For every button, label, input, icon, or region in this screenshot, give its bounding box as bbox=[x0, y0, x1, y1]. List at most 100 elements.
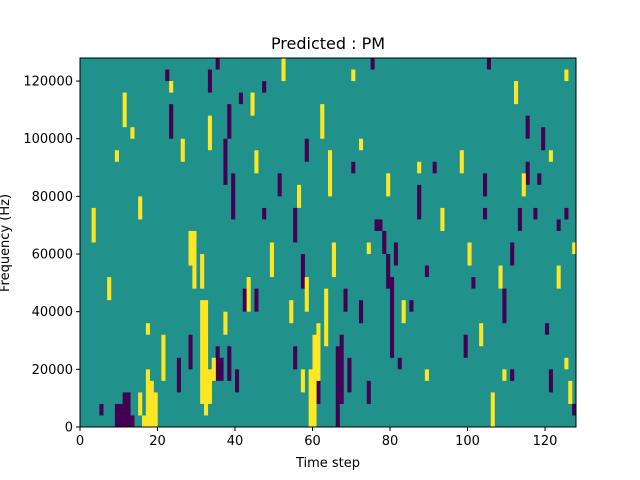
heatmap-cell-low bbox=[215, 58, 220, 70]
heatmap-cell-high bbox=[386, 173, 391, 197]
heatmap-cell-low bbox=[393, 242, 398, 266]
heatmap-cell-low bbox=[510, 242, 515, 266]
heatmap-cell-low bbox=[262, 207, 267, 220]
heatmap-cell-high bbox=[289, 300, 294, 324]
heatmap-cell-high bbox=[207, 115, 212, 151]
heatmap-cell-high bbox=[91, 207, 96, 243]
heatmap-cell-high bbox=[521, 173, 526, 197]
heatmap-cell-low bbox=[483, 207, 488, 220]
heatmap-cell-high bbox=[417, 161, 422, 174]
heatmap-cell-high bbox=[514, 81, 519, 105]
heatmap-cell-high bbox=[281, 58, 286, 82]
heatmap-cell-high bbox=[180, 138, 185, 162]
heatmap-cell-high bbox=[502, 369, 507, 381]
heatmap-cell-high bbox=[204, 300, 209, 416]
y-tick-label: 80000 bbox=[32, 190, 73, 205]
heatmap-cell-low bbox=[541, 127, 546, 151]
heatmap-cell-low bbox=[564, 207, 569, 220]
y-axis: 0 20000 40000 60000 80000 100000 120000 bbox=[23, 75, 80, 436]
heatmap-cell-low bbox=[335, 346, 340, 427]
x-axis: 0 20 40 60 80 100 120 bbox=[76, 427, 557, 449]
heatmap-cell-low bbox=[277, 173, 282, 197]
heatmap-cell-low bbox=[525, 161, 530, 185]
heatmap-background bbox=[80, 58, 576, 427]
y-tick-label: 40000 bbox=[32, 305, 73, 320]
heatmap-cell-low bbox=[207, 69, 212, 93]
y-axis-label: Frequency (Hz) bbox=[0, 194, 13, 292]
x-axis-label: Time step bbox=[295, 456, 360, 471]
heatmap-cell-low bbox=[118, 403, 123, 427]
x-tick-label: 40 bbox=[227, 434, 244, 449]
heatmap-cell-low bbox=[471, 277, 476, 289]
heatmap-cell-high bbox=[138, 196, 143, 220]
heatmap-cell-high bbox=[401, 300, 406, 324]
heatmap-cell-high bbox=[328, 150, 333, 197]
heatmap-cell-low bbox=[359, 300, 364, 324]
heatmap-cell-low bbox=[262, 81, 267, 93]
heatmap-cell-high bbox=[200, 254, 205, 289]
heatmap-cell-low bbox=[366, 380, 371, 404]
heatmap-cell-high bbox=[122, 92, 127, 128]
heatmap-cell-low bbox=[386, 254, 391, 289]
heatmap-cell-low bbox=[533, 207, 538, 220]
heatmap-cell-low bbox=[545, 323, 550, 335]
y-tick-label: 60000 bbox=[32, 248, 73, 263]
heatmap-cell-high bbox=[200, 300, 205, 404]
heatmap-cell-high bbox=[366, 242, 371, 255]
heatmap-cell-low bbox=[397, 357, 402, 370]
heatmap-cell-low bbox=[432, 161, 437, 174]
heatmap-cell-high bbox=[211, 357, 216, 381]
heatmap-cell-high bbox=[188, 230, 193, 266]
heatmap-cell-low bbox=[463, 334, 468, 358]
heatmap-cell-high bbox=[467, 242, 472, 266]
heatmap-cell-low bbox=[122, 392, 127, 427]
heatmap-cell-low bbox=[300, 254, 305, 289]
heatmap-cell-low bbox=[510, 369, 515, 381]
plot-frame bbox=[79, 57, 577, 428]
heatmap-cell-low bbox=[502, 288, 507, 324]
plot-area bbox=[79, 57, 577, 428]
heatmap-cell-low bbox=[293, 207, 298, 243]
heatmap-cell-low bbox=[114, 403, 119, 427]
heatmap-cell-high bbox=[192, 230, 197, 289]
x-tick-label: 60 bbox=[304, 434, 321, 449]
heatmap-cell-high bbox=[153, 392, 158, 427]
heatmap-cell-low bbox=[572, 403, 577, 416]
heatmap-cell-high bbox=[246, 277, 251, 312]
heatmap-cell-high bbox=[320, 104, 325, 139]
x-tick-label: 100 bbox=[455, 434, 480, 449]
heatmap-cell-high bbox=[331, 242, 336, 278]
heatmap-cell-high bbox=[297, 184, 302, 208]
heatmap-cell-low bbox=[227, 346, 232, 381]
heatmap-cell-high bbox=[564, 69, 569, 82]
heatmap-cell-high bbox=[207, 369, 212, 404]
heatmap-cell-low bbox=[537, 173, 542, 185]
heatmap-cell-low bbox=[517, 207, 522, 231]
heatmap-cell-low bbox=[424, 265, 429, 278]
heatmap-cell-high bbox=[548, 150, 553, 162]
heatmap-cell-low bbox=[556, 219, 561, 231]
heatmap-cell-low bbox=[215, 346, 220, 381]
heatmap-cell-high bbox=[130, 127, 135, 139]
heatmap-cell-low bbox=[227, 104, 232, 139]
heatmap-cell-low bbox=[351, 161, 356, 174]
heatmap-cell-low bbox=[409, 300, 414, 312]
heatmap-cell-high bbox=[424, 369, 429, 381]
x-tick-label: 80 bbox=[382, 434, 399, 449]
heatmap-cell-low bbox=[374, 219, 379, 231]
heatmap-cell-high bbox=[161, 334, 166, 381]
heatmap-cell-high bbox=[498, 265, 503, 289]
heatmap-cell-high bbox=[145, 323, 150, 335]
heatmap-cell-high bbox=[107, 277, 112, 301]
y-tick-label: 100000 bbox=[23, 132, 73, 147]
x-tick-label: 0 bbox=[76, 434, 84, 449]
heatmap-cell-high bbox=[459, 150, 464, 174]
heatmap-cell-low bbox=[525, 115, 530, 139]
y-tick-label: 20000 bbox=[32, 363, 73, 378]
heatmap-cell-low bbox=[370, 58, 375, 70]
heatmap-cell-high bbox=[304, 277, 309, 312]
heatmap-cell-high bbox=[440, 207, 445, 231]
heatmap-cell-high bbox=[114, 150, 119, 162]
heatmap-cell-low bbox=[130, 415, 135, 427]
